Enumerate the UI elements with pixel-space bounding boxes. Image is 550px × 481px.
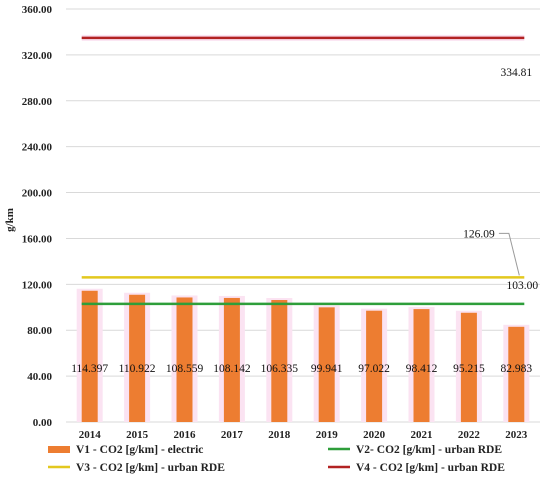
bar-value-label: 99.941 bbox=[311, 363, 343, 375]
reference-lines bbox=[81, 34, 525, 306]
y-tick-label: 360.00 bbox=[22, 4, 53, 16]
v4-value-label: 334.81 bbox=[500, 67, 532, 79]
data-labels: 114.397 110.922 108.559 108.142 106.335 99.94… bbox=[71, 67, 538, 375]
bar bbox=[508, 326, 525, 422]
y-axis-ticks: 0.00 40.00 80.00 120.00 160.00 200.00 240.00 28… bbox=[22, 4, 53, 429]
legend-swatch bbox=[48, 446, 70, 453]
y-tick-label: 320.00 bbox=[22, 50, 53, 62]
bar bbox=[318, 307, 335, 422]
bar bbox=[223, 297, 240, 422]
bar bbox=[271, 300, 288, 422]
bar-value-label: 108.142 bbox=[213, 363, 251, 375]
bar bbox=[413, 309, 430, 422]
x-tick-label: 2015 bbox=[126, 429, 149, 441]
x-tick-label: 2016 bbox=[174, 429, 197, 441]
y-tick-label: 0.00 bbox=[33, 417, 53, 429]
legend-label: V3 - CO2 [g/km] - urban RDE bbox=[76, 462, 225, 474]
y-tick-label: 280.00 bbox=[22, 96, 53, 108]
bar-value-label: 114.397 bbox=[71, 363, 108, 375]
v3-leader-line bbox=[498, 232, 520, 276]
bar-value-label: 106.335 bbox=[261, 363, 299, 375]
x-tick-label: 2014 bbox=[79, 429, 102, 441]
bars bbox=[76, 288, 530, 422]
bar-value-label: 97.022 bbox=[358, 363, 390, 375]
v3-value-label: 126.09 bbox=[463, 228, 495, 240]
bar-value-label: 108.559 bbox=[166, 363, 204, 375]
x-tick-label: 2017 bbox=[221, 429, 244, 441]
x-tick-label: 2018 bbox=[268, 429, 291, 441]
y-tick-label: 200.00 bbox=[22, 188, 53, 200]
bar-value-label: 95.215 bbox=[453, 363, 485, 375]
legend-label: V4 - CO2 [g/km] - urban RDE bbox=[356, 462, 505, 474]
bar-value-label: 98.412 bbox=[406, 363, 438, 375]
bar-value-label: 82.983 bbox=[500, 363, 532, 375]
bar bbox=[366, 310, 383, 422]
x-tick-label: 2021 bbox=[411, 429, 433, 441]
legend: V1 - CO2 [g/km] - electric V2- CO2 [g/km]… bbox=[48, 444, 505, 474]
legend-label: V1 - CO2 [g/km] - electric bbox=[76, 444, 203, 456]
v2-value-label: 103.00 bbox=[506, 280, 538, 292]
y-tick-label: 160.00 bbox=[22, 233, 53, 245]
bar bbox=[129, 294, 146, 422]
x-tick-label: 2023 bbox=[505, 429, 528, 441]
y-tick-label: 120.00 bbox=[22, 279, 53, 291]
bar bbox=[81, 290, 98, 422]
y-tick-label: 240.00 bbox=[22, 142, 53, 154]
x-tick-label: 2019 bbox=[316, 429, 339, 441]
y-tick-label: 40.00 bbox=[27, 371, 52, 383]
x-tick-label: 2022 bbox=[458, 429, 481, 441]
bar bbox=[460, 312, 477, 422]
x-axis-ticks: 2014 2015 2016 2017 2018 2019 2020 2021 2022 2023 bbox=[79, 429, 528, 441]
legend-label: V2- CO2 [g/km] - urban RDE bbox=[356, 444, 502, 456]
x-tick-label: 2020 bbox=[363, 429, 386, 441]
y-tick-label: 80.00 bbox=[27, 325, 52, 337]
bar-value-label: 110.922 bbox=[119, 363, 156, 375]
bar bbox=[176, 297, 193, 422]
y-axis-label: g/km bbox=[4, 208, 16, 232]
